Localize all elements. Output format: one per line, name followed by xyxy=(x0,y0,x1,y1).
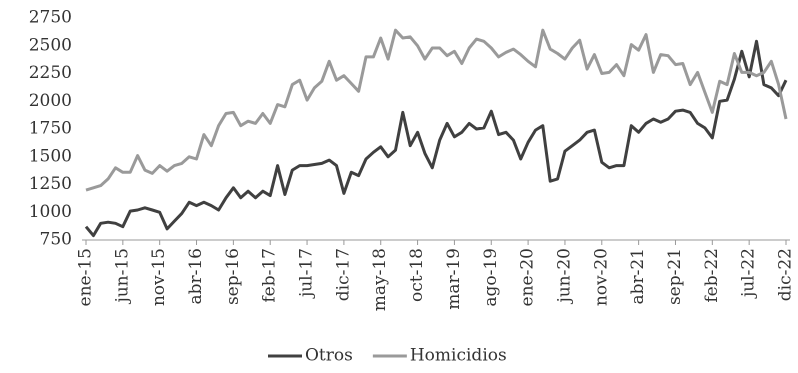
x-tick-label: mar-19 xyxy=(444,248,464,310)
x-tick-label: ene-20 xyxy=(518,248,538,306)
x-tick-label: ene-15 xyxy=(76,248,96,306)
x-tick-label: may-18 xyxy=(370,248,390,311)
x-tick-label: oct-18 xyxy=(407,248,427,302)
y-tick-label: 2750 xyxy=(29,8,72,28)
y-tick-label: 1750 xyxy=(29,119,72,139)
legend-label: Homicidios xyxy=(410,346,507,366)
x-tick-label: dic-22 xyxy=(776,248,796,301)
x-tick-label: sep-21 xyxy=(665,248,685,305)
y-tick-label: 2000 xyxy=(29,91,72,111)
x-tick-label: feb-17 xyxy=(260,248,280,303)
x-tick-label: dic-17 xyxy=(333,248,353,301)
x-tick-label: feb-22 xyxy=(702,248,722,303)
x-tick-label: abr-16 xyxy=(186,248,206,305)
y-tick-label: 750 xyxy=(40,230,72,250)
y-tick-label: 1000 xyxy=(29,202,72,222)
x-tick-label: sep-16 xyxy=(223,248,243,305)
x-tick-label: jul-22 xyxy=(739,248,759,299)
x-tick-label: jun-20 xyxy=(554,248,574,305)
y-tick-label: 1500 xyxy=(29,146,72,166)
x-tick-label: nov-15 xyxy=(149,248,169,306)
x-tick-label: ago-19 xyxy=(481,248,501,307)
y-tick-label: 1250 xyxy=(29,174,72,194)
x-tick-label: jul-17 xyxy=(297,248,317,299)
line-series xyxy=(84,39,788,238)
y-tick-label: 2500 xyxy=(29,35,72,55)
x-tick-label: jun-15 xyxy=(112,248,132,305)
x-tick-label: nov-20 xyxy=(591,248,611,306)
line-series xyxy=(85,28,788,192)
legend-label: Otros xyxy=(305,346,353,366)
y-tick-label: 2250 xyxy=(29,63,72,83)
x-tick-label: abr-21 xyxy=(628,248,648,305)
